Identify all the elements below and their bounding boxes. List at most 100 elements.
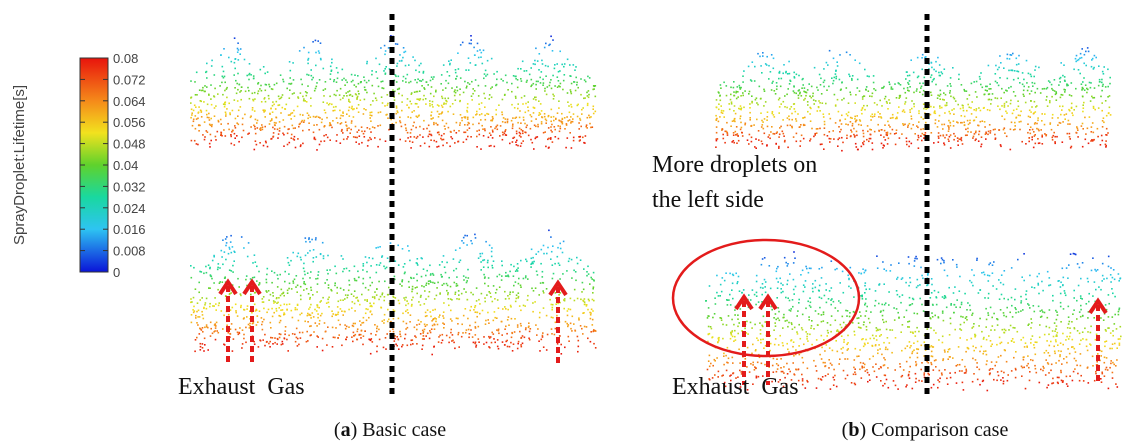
droplet bbox=[386, 114, 388, 116]
droplet bbox=[288, 335, 290, 337]
droplet bbox=[840, 89, 842, 91]
droplet bbox=[917, 57, 919, 59]
droplet bbox=[543, 132, 545, 134]
droplet bbox=[776, 268, 778, 270]
droplet bbox=[943, 320, 945, 322]
droplet bbox=[433, 124, 435, 126]
droplet bbox=[362, 344, 364, 346]
droplet bbox=[850, 135, 852, 137]
droplet bbox=[918, 135, 920, 137]
droplet bbox=[358, 104, 360, 106]
droplet bbox=[965, 351, 967, 353]
droplet bbox=[270, 327, 272, 329]
droplet bbox=[1033, 76, 1035, 78]
droplet bbox=[520, 286, 522, 288]
droplet bbox=[730, 94, 732, 96]
droplet bbox=[528, 135, 530, 137]
droplet bbox=[884, 383, 886, 385]
droplet bbox=[766, 145, 768, 147]
droplet bbox=[405, 65, 407, 67]
droplet bbox=[421, 80, 423, 82]
droplet bbox=[418, 115, 420, 117]
droplet bbox=[337, 78, 339, 80]
droplet bbox=[1104, 341, 1106, 343]
droplet bbox=[895, 132, 897, 134]
droplet bbox=[454, 282, 456, 284]
droplet bbox=[465, 277, 467, 279]
droplet bbox=[458, 294, 460, 296]
droplet bbox=[249, 327, 251, 329]
droplet bbox=[715, 146, 717, 148]
droplet bbox=[369, 128, 371, 130]
droplet bbox=[239, 84, 241, 86]
droplet bbox=[424, 324, 426, 326]
droplet bbox=[316, 149, 318, 151]
droplet bbox=[1007, 54, 1009, 56]
droplet bbox=[289, 77, 291, 79]
droplet bbox=[507, 122, 509, 124]
droplet bbox=[959, 370, 961, 372]
droplet bbox=[381, 96, 383, 98]
droplet bbox=[530, 139, 532, 141]
droplet bbox=[801, 374, 803, 376]
droplet bbox=[1016, 64, 1018, 66]
droplet bbox=[996, 344, 998, 346]
droplet bbox=[815, 310, 817, 312]
droplet bbox=[405, 311, 407, 313]
droplet bbox=[198, 124, 200, 126]
droplet bbox=[888, 81, 890, 83]
droplet bbox=[535, 253, 537, 255]
droplet bbox=[483, 50, 485, 52]
droplet bbox=[939, 98, 941, 100]
droplet bbox=[467, 269, 469, 271]
droplet bbox=[449, 75, 451, 77]
droplet bbox=[743, 107, 745, 109]
droplet bbox=[347, 91, 349, 93]
droplet bbox=[459, 247, 461, 249]
droplet bbox=[470, 329, 472, 331]
droplet bbox=[461, 324, 463, 326]
droplet bbox=[1101, 135, 1103, 137]
droplet bbox=[250, 117, 252, 119]
droplet bbox=[309, 307, 311, 309]
droplet bbox=[387, 105, 389, 107]
droplet bbox=[1009, 58, 1011, 60]
droplet bbox=[551, 328, 553, 330]
droplet bbox=[990, 340, 992, 342]
droplet bbox=[854, 334, 856, 336]
droplet bbox=[716, 357, 718, 359]
droplet bbox=[793, 136, 795, 138]
droplet bbox=[317, 283, 319, 285]
droplet bbox=[277, 278, 279, 280]
droplet bbox=[908, 83, 910, 85]
droplet bbox=[983, 272, 985, 274]
droplet bbox=[509, 294, 511, 296]
droplet bbox=[558, 138, 560, 140]
droplet bbox=[574, 289, 576, 291]
droplet bbox=[490, 145, 492, 147]
droplet bbox=[535, 84, 537, 86]
droplet bbox=[196, 118, 198, 120]
droplet bbox=[480, 56, 482, 58]
droplet bbox=[396, 345, 398, 347]
droplet bbox=[392, 89, 394, 91]
droplet bbox=[523, 117, 525, 119]
droplet bbox=[939, 115, 941, 117]
droplet bbox=[504, 122, 506, 124]
droplet bbox=[811, 325, 813, 327]
droplet bbox=[547, 86, 549, 88]
droplet bbox=[948, 128, 950, 130]
droplet bbox=[310, 315, 312, 317]
droplet bbox=[491, 86, 493, 88]
droplet bbox=[980, 110, 982, 112]
droplet bbox=[232, 271, 234, 273]
droplet bbox=[930, 92, 932, 94]
droplet bbox=[409, 321, 411, 323]
droplet bbox=[1017, 331, 1019, 333]
droplet bbox=[807, 104, 809, 106]
droplet bbox=[393, 318, 395, 320]
droplet bbox=[258, 90, 260, 92]
droplet bbox=[234, 87, 236, 89]
droplet bbox=[1010, 129, 1012, 131]
droplet bbox=[885, 96, 887, 98]
